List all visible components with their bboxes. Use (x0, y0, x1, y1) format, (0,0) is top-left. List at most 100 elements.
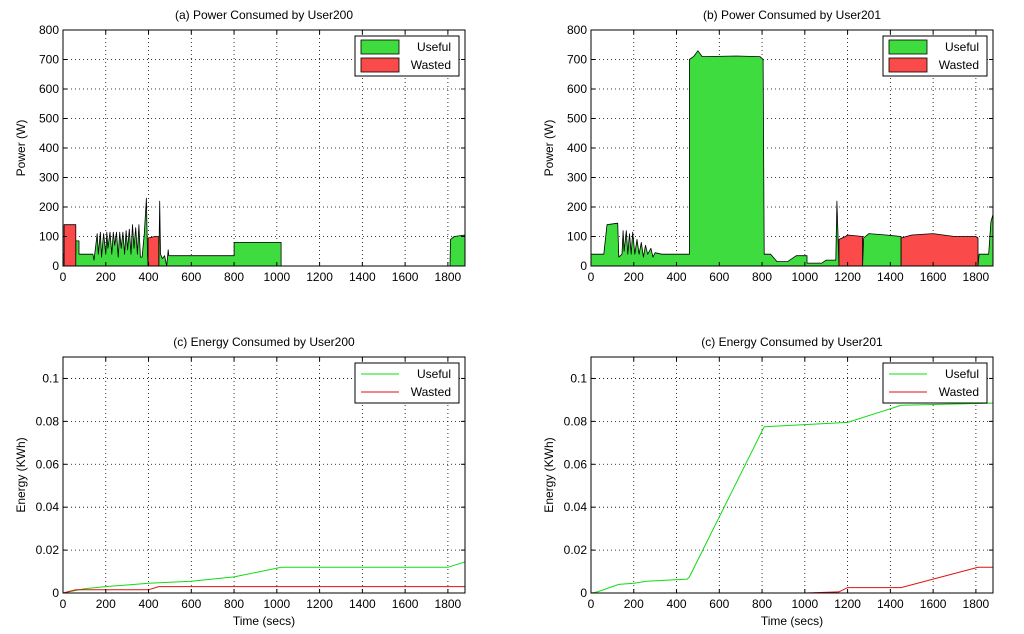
x-tick-label: 800 (752, 597, 772, 611)
x-tick-label: 400 (667, 270, 687, 284)
y-tick-label: 600 (567, 82, 587, 96)
y-tick-label: 100 (39, 230, 59, 244)
area-wasted-segment-1 (147, 236, 160, 266)
y-tick-label: 200 (567, 200, 587, 214)
legend-box (354, 362, 460, 404)
x-tick-label: 0 (60, 270, 67, 284)
legend-label-wasted: Wasted (939, 385, 979, 399)
line-wasted (618, 566, 993, 593)
y-tick-label: 400 (39, 141, 59, 155)
x-tick-label: 400 (139, 270, 159, 284)
legend-swatch-useful (888, 39, 928, 55)
y-tick-label: 0.08 (564, 414, 588, 428)
x-tick-label: 1800 (435, 597, 462, 611)
legend: Useful Wasted (354, 362, 460, 404)
x-tick-label: 800 (752, 270, 772, 284)
axes-frame (62, 356, 466, 594)
x-tick-label: 200 (96, 270, 116, 284)
area-wasted-segment-1 (900, 233, 979, 266)
x-tick-label: 1000 (263, 597, 290, 611)
chart-panel-c2: 0 200 400 600 800 1000 1200 1400 1600 1800 0 0.02 0.… (542, 335, 994, 628)
y-tick-label: 800 (39, 23, 59, 37)
x-tick-label: 800 (224, 270, 244, 284)
x-tick-label: 400 (667, 597, 687, 611)
legend-swatch-wasted (360, 57, 400, 73)
legend-label-useful: Useful (417, 40, 451, 54)
y-tick-label: 800 (567, 23, 587, 37)
area-wasted-segment-0 (63, 224, 77, 266)
x-tick-label: 400 (139, 597, 159, 611)
chart-panel-a: 0 200 400 600 800 1000 1200 1400 1600 1800 0 100 200… (14, 8, 466, 284)
y-tick-label: 0 (580, 259, 587, 273)
line-useful (63, 561, 465, 593)
x-axis-label: Time (secs) (761, 614, 823, 628)
x-tick-label: 1400 (349, 270, 376, 284)
x-tick-label: 200 (96, 597, 116, 611)
y-tick-label: 0.02 (36, 543, 60, 557)
x-tick-label: 200 (624, 270, 644, 284)
y-axis-label: Power (W) (542, 120, 556, 177)
y-tick-label: 0 (52, 259, 59, 273)
chart-panel-c1: 0 200 400 600 800 1000 1200 1400 1600 1800 0 0.02 0.… (14, 335, 466, 628)
x-tick-label: 600 (181, 597, 201, 611)
y-tick-label: 200 (39, 200, 59, 214)
chart-title: (b) Power Consumed by User201 (703, 8, 881, 22)
x-tick-label: 1000 (791, 270, 818, 284)
y-tick-label: 300 (567, 171, 587, 185)
x-tick-label: 0 (588, 270, 595, 284)
y-tick-label: 300 (39, 171, 59, 185)
series-group (63, 197, 465, 266)
legend-label-useful: Useful (945, 367, 979, 381)
legend-label-wasted: Wasted (939, 58, 979, 72)
y-tick-label: 600 (39, 82, 59, 96)
chart-panel-b: 0 200 400 600 800 1000 1200 1400 1600 1800 0 100 200… (542, 8, 994, 284)
x-tick-label: 1200 (834, 597, 861, 611)
x-tick-label: 200 (624, 597, 644, 611)
x-tick-label: 1600 (920, 597, 947, 611)
y-tick-label: 700 (567, 53, 587, 67)
y-axis-label: Power (W) (14, 120, 28, 177)
x-tick-label: 1800 (963, 270, 990, 284)
y-tick-label: 0 (52, 586, 59, 600)
y-tick-label: 700 (39, 53, 59, 67)
series-group (591, 50, 993, 266)
area-useful-segment-2 (166, 242, 282, 266)
series-group (591, 402, 993, 593)
chart-title: (a) Power Consumed by User200 (175, 8, 353, 22)
y-tick-label: 100 (567, 230, 587, 244)
legend-swatch-wasted (888, 57, 928, 73)
legend: Useful Wasted (882, 362, 988, 404)
legend-swatch-useful (360, 39, 400, 55)
area-useful-segment-1 (158, 200, 168, 266)
chart-title: (c) Energy Consumed by User201 (701, 335, 883, 349)
x-tick-label: 600 (181, 270, 201, 284)
line-useful (591, 402, 993, 593)
y-tick-label: 500 (39, 112, 59, 126)
legend: Useful Wasted (882, 35, 988, 77)
x-tick-label: 1600 (392, 597, 419, 611)
area-useful-segment-0 (63, 197, 149, 266)
y-tick-label: 0 (580, 586, 587, 600)
y-axis-label: Energy (KWh) (542, 437, 556, 512)
x-tick-label: 0 (588, 597, 595, 611)
x-tick-label: 1000 (791, 597, 818, 611)
legend-box (882, 362, 988, 404)
x-tick-label: 1200 (306, 270, 333, 284)
y-tick-label: 500 (567, 112, 587, 126)
legend-label-wasted: Wasted (411, 58, 451, 72)
y-axis-label: Energy (KWh) (14, 437, 28, 512)
legend-label-wasted: Wasted (411, 385, 451, 399)
y-tick-label: 0.04 (36, 500, 60, 514)
area-useful-segment-3 (449, 234, 465, 266)
area-wasted-segment-0 (838, 234, 863, 266)
y-tick-label: 0.1 (570, 371, 587, 385)
x-tick-label: 1800 (963, 597, 990, 611)
legend: Useful Wasted (354, 35, 460, 77)
x-axis-label: Time (secs) (233, 614, 295, 628)
x-tick-label: 1200 (834, 270, 861, 284)
x-tick-label: 600 (709, 270, 729, 284)
y-tick-label: 0.06 (36, 457, 60, 471)
x-tick-label: 1600 (920, 270, 947, 284)
area-useful-segment-0 (591, 50, 840, 266)
